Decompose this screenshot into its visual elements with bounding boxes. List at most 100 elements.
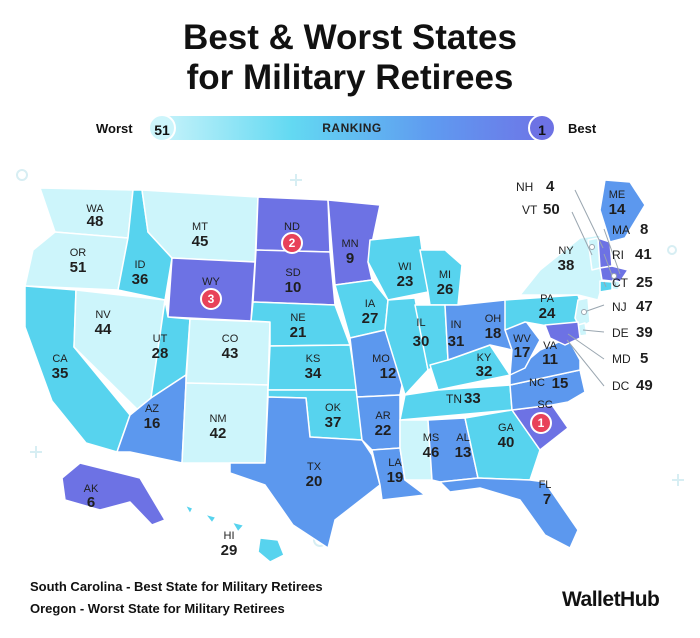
- label-CO: CO: [222, 333, 239, 345]
- rank-KS: 34: [305, 365, 322, 382]
- label-SD: SD: [285, 267, 300, 279]
- label-DC: DC: [612, 379, 630, 393]
- decor-circle: [667, 245, 677, 255]
- rank-KY: 32: [476, 363, 493, 380]
- label-NE: NE: [290, 312, 305, 324]
- rank-ME: 14: [609, 201, 626, 218]
- label-MA: MA: [612, 223, 630, 237]
- state-TX: [229, 396, 381, 549]
- label-WY: WY: [202, 276, 220, 288]
- state-WI: [367, 234, 429, 301]
- label-NC: NC: [529, 377, 545, 389]
- rank-AZ: 16: [144, 415, 161, 432]
- label-NH: NH: [516, 180, 533, 194]
- state-ME: [599, 179, 646, 243]
- title-line-2: for Military Retirees: [186, 58, 514, 97]
- label-IN: IN: [451, 319, 462, 331]
- worst-label: Worst: [96, 121, 133, 136]
- rank-MA: 8: [640, 221, 648, 238]
- label-NJ: NJ: [612, 300, 627, 314]
- rank-LA: 19: [387, 469, 404, 486]
- label-NV: NV: [95, 309, 111, 321]
- rank-FL: 7: [543, 491, 551, 508]
- label-AK: AK: [84, 483, 99, 495]
- rank-MN: 9: [346, 250, 354, 267]
- label-MN: MN: [341, 238, 358, 250]
- label-MI: MI: [439, 269, 451, 281]
- decor-plus: [672, 474, 684, 486]
- label-MD: MD: [612, 352, 631, 366]
- label-NM: NM: [209, 413, 226, 425]
- state-labels: WA 48 OR 51 CA 35 ID 36 NV 44 MT 45 WY U…: [52, 189, 626, 559]
- rank-NH: 4: [546, 178, 555, 195]
- state-IL: [384, 297, 429, 396]
- state-MD: [544, 321, 581, 346]
- badge-ND: [281, 232, 303, 254]
- page-title: Best & Worst States for Military Retiree…: [0, 18, 700, 98]
- decor-circle: [16, 169, 28, 181]
- label-MO: MO: [372, 353, 390, 365]
- label-MS: MS: [423, 432, 440, 444]
- label-RI: RI: [612, 248, 624, 262]
- label-OK: OK: [325, 402, 342, 414]
- rank-TN: 33: [464, 390, 481, 407]
- best-state-note: South Carolina - Best State for Military…: [30, 576, 323, 598]
- rank-NJ: 47: [636, 298, 653, 315]
- rank-MS: 46: [423, 444, 440, 461]
- badge-WY: [200, 288, 222, 310]
- state-VA: [509, 337, 581, 386]
- label-CT: CT: [612, 276, 629, 290]
- worst-state-name: Oregon: [30, 601, 77, 616]
- rank-OK: 37: [325, 414, 342, 431]
- rank-OH: 18: [485, 325, 502, 342]
- rank-IL: 30: [413, 333, 430, 350]
- rank-TX: 20: [306, 473, 323, 490]
- rank-MT: 45: [192, 233, 209, 250]
- rank-WV: 17: [514, 344, 531, 361]
- rank-CT: 25: [636, 274, 653, 291]
- rank-AL: 13: [455, 444, 472, 461]
- best-state-name: South Carolina: [30, 579, 123, 594]
- rank-badges: 2 3 1: [200, 232, 552, 434]
- small-state-callouts: NH 4 VT 50 MA 8 RI 41 CT 25 NJ 47 DE 39 …: [516, 178, 653, 394]
- rank-CA: 35: [52, 365, 69, 382]
- label-AR: AR: [375, 410, 390, 422]
- rank-MI: 26: [437, 281, 454, 298]
- badge-WY-text: 3: [208, 292, 215, 306]
- state-GA: [464, 409, 541, 481]
- us-map: WA 48 OR 51 CA 35 ID 36 NV 44 MT 45 WY U…: [16, 169, 684, 563]
- rank-IN: 31: [448, 333, 465, 350]
- label-WV: WV: [513, 333, 531, 345]
- label-PA: PA: [540, 293, 555, 305]
- label-IA: IA: [365, 298, 376, 310]
- rank-RI: 41: [635, 246, 652, 263]
- label-SC: SC: [537, 399, 552, 411]
- state-MN: [327, 199, 381, 286]
- state-AK: [61, 462, 166, 526]
- rank-UT: 28: [152, 345, 169, 362]
- label-OR: OR: [70, 247, 87, 259]
- label-HI: HI: [224, 530, 235, 542]
- rank-GA: 40: [498, 434, 515, 451]
- rank-CO: 43: [222, 345, 239, 362]
- state-OR: [24, 231, 129, 291]
- rank-PA: 24: [539, 305, 556, 322]
- leader-lines: [566, 189, 621, 387]
- label-ID: ID: [135, 259, 146, 271]
- rank-SD: 10: [285, 279, 302, 296]
- best-label: Best: [568, 121, 597, 136]
- title-line-1: Best & Worst States: [183, 18, 517, 57]
- label-KY: KY: [477, 352, 492, 364]
- label-GA: GA: [498, 422, 515, 434]
- label-LA: LA: [388, 457, 402, 469]
- rank-NE: 21: [290, 324, 307, 341]
- worst-state-note: Oregon - Worst State for Military Retire…: [30, 598, 323, 620]
- label-NY: NY: [558, 245, 574, 257]
- rank-VA: 11: [542, 351, 558, 368]
- best-rank-circle: 1: [528, 114, 556, 142]
- rank-MO: 12: [380, 365, 397, 382]
- ranking-scale: Worst RANKING 51 1 Best: [0, 114, 700, 144]
- rank-OR: 51: [70, 259, 87, 276]
- best-state-text: - Best State for Military Retirees: [122, 579, 323, 594]
- label-FL: FL: [539, 479, 552, 491]
